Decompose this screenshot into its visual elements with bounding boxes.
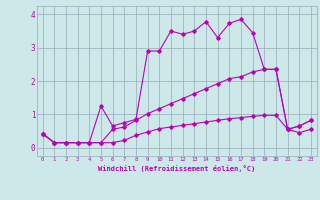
X-axis label: Windchill (Refroidissement éolien,°C): Windchill (Refroidissement éolien,°C) xyxy=(98,165,255,172)
